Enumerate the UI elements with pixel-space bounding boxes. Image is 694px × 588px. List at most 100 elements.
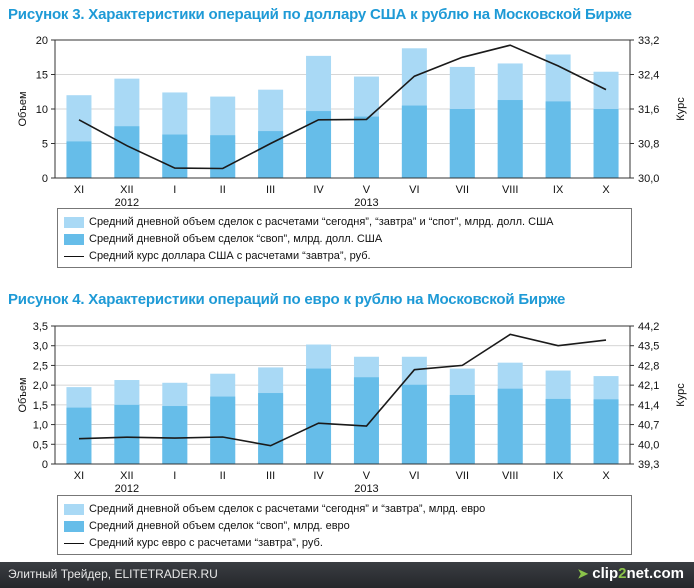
c2-bar-swap [306,368,332,464]
c2-y-tick-label: 3,5 [33,321,48,333]
c1-y-tick-label: 10 [36,104,48,116]
c1-bar-swap [353,116,379,178]
c2-y2-tick-label: 39,3 [638,459,659,471]
c2-y2-tick-label: 42,8 [638,360,659,372]
c2-y2-tick-label: 43,5 [638,341,659,353]
c2-y2-tick-label: 40,7 [638,420,659,432]
c2-x-tick-label: IX [553,470,564,482]
c2-x-tick-label: V [363,470,371,482]
legend2-swatch-total [64,503,84,515]
c1-x-tick-label: III [266,184,275,196]
c2-x-tick-label: XII [120,470,133,482]
c2-y-tick-label: 2,5 [33,360,48,372]
c2-rate-line [78,333,607,447]
c2-bar-swap [497,388,523,464]
footer-bar: Элитный Трейдер, ELITETRADER.RU ➤ clip 2 n… [0,562,694,588]
c1-x-tick-label: V [363,184,371,196]
clip2net-logo[interactable]: ➤ clip 2 net.com [577,565,684,582]
legend1-item-swap: Средний дневной объем сделок “своп”, млр… [64,230,382,248]
legend2-label-swap: Средний дневной объем сделок “своп”, млр… [89,520,350,532]
c1-plot-frame [54,39,631,179]
legend1-swatch-total [64,216,84,228]
c1-bar-swap [593,109,619,178]
c2-x-tick-label: VII [456,470,469,482]
c2-y2-tick-label: 40,0 [638,439,659,451]
c1-x-tick-label: XI [74,184,84,196]
c2-year-label: 2013 [354,483,378,494]
c2-x-tick-label: IV [313,470,324,482]
footer-credit: Элитный Трейдер, ELITETRADER.RU [8,567,218,581]
c2-x-tick-label: VI [409,470,419,482]
logo-right: net.com [626,565,684,582]
c2-x-tick-label: XI [74,470,84,482]
legend2-line-rate [64,542,84,544]
c1-rate-line [78,44,607,170]
c1-y-axis-title: Объем [17,91,29,126]
legend2-item-swap: Средний дневной объем сделок “своп”, млр… [64,517,350,535]
c2-x-tick-label: I [173,470,176,482]
c1-x-tick-label: VII [456,184,469,196]
c2-y2-tick-label: 42,1 [638,380,659,392]
c1-year-label: 2012 [115,197,139,208]
c2-bar-swap [162,406,188,464]
c2-y2-tick-label: 44,2 [638,321,659,333]
legend1-label-total: Средний дневной объем сделок с расчетами… [89,216,554,228]
c1-y-tick-label: 0 [42,173,48,185]
c1-y-tick-label: 20 [36,35,48,47]
c1-bar-swap [210,135,236,178]
c2-bar-swap [353,377,379,464]
c2-x-tick-label: X [602,470,610,482]
c2-bar-swap [401,384,427,464]
legend1-label-rate: Средний курс доллара США с расчетами “за… [89,250,371,262]
arrow-icon: ➤ [577,565,589,581]
c2-bar-swap [258,393,284,464]
c1-x-tick-label: X [602,184,610,196]
legend1-item-total: Средний дневной объем сделок с расчетами… [64,213,554,231]
c1-x-tick-label: IX [553,184,564,196]
c1-bar-swap [162,134,188,178]
c2-y-tick-label: 0 [42,459,48,471]
c1-bar-swap [258,131,284,178]
c1-bar-swap [114,126,140,178]
legend2-label-total: Средний дневной объем сделок с расчетами… [89,503,486,515]
c1-bar-swap [401,105,427,178]
logo-mid: 2 [618,565,627,582]
c2-x-tick-label: III [266,470,275,482]
legend2-swatch-swap [64,520,84,532]
legend2-item-total: Средний дневной объем сделок с расчетами… [64,500,485,518]
legend1-item-rate: Средний курс доллара США с расчетами “за… [64,247,371,265]
logo-left: clip [592,565,619,582]
c2-plot-frame [54,325,631,465]
chart1-legend: Средний дневной объем сделок с расчетами… [57,208,632,268]
c1-x-tick-label: II [220,184,226,196]
chart2-legend: Средний дневной объем сделок с расчетами… [57,495,632,555]
c1-x-tick-label: VIII [502,184,519,196]
c1-y2-tick-label: 32,4 [638,70,659,82]
c2-bar-swap [66,407,92,464]
c1-bar-swap [497,100,523,178]
c2-y-tick-label: 0,5 [33,439,48,451]
c2-y-tick-label: 3,0 [33,341,48,353]
c2-y2-tick-label: 41,4 [638,400,659,412]
legend1-label-swap: Средний дневной объем сделок “своп”, млр… [89,233,383,245]
c1-y2-axis-title: Курс [675,97,687,121]
c1-year-label: 2013 [354,197,378,208]
c1-y-tick-label: 15 [36,70,48,82]
c1-x-tick-label: I [173,184,176,196]
c1-bar-swap [306,111,332,178]
c1-y2-tick-label: 31,6 [638,104,659,116]
c1-x-tick-label: XII [120,184,133,196]
c1-bar-swap [449,109,475,178]
c2-bar-swap [449,395,475,464]
c1-bar-swap [66,141,92,178]
c2-bar-swap [210,396,236,464]
c1-y2-tick-label: 30,8 [638,139,659,151]
chart1-title: Рисунок 3. Характеристики операций по до… [8,6,632,23]
c1-y2-tick-label: 30,0 [638,173,659,185]
c1-y-tick-label: 5 [42,139,48,151]
chart2-title: Рисунок 4. Характеристики операций по ев… [8,291,566,308]
c2-x-tick-label: II [220,470,226,482]
c2-y-tick-label: 2,0 [33,380,48,392]
c1-x-tick-label: VI [409,184,419,196]
c2-y2-axis-title: Курс [675,383,687,407]
